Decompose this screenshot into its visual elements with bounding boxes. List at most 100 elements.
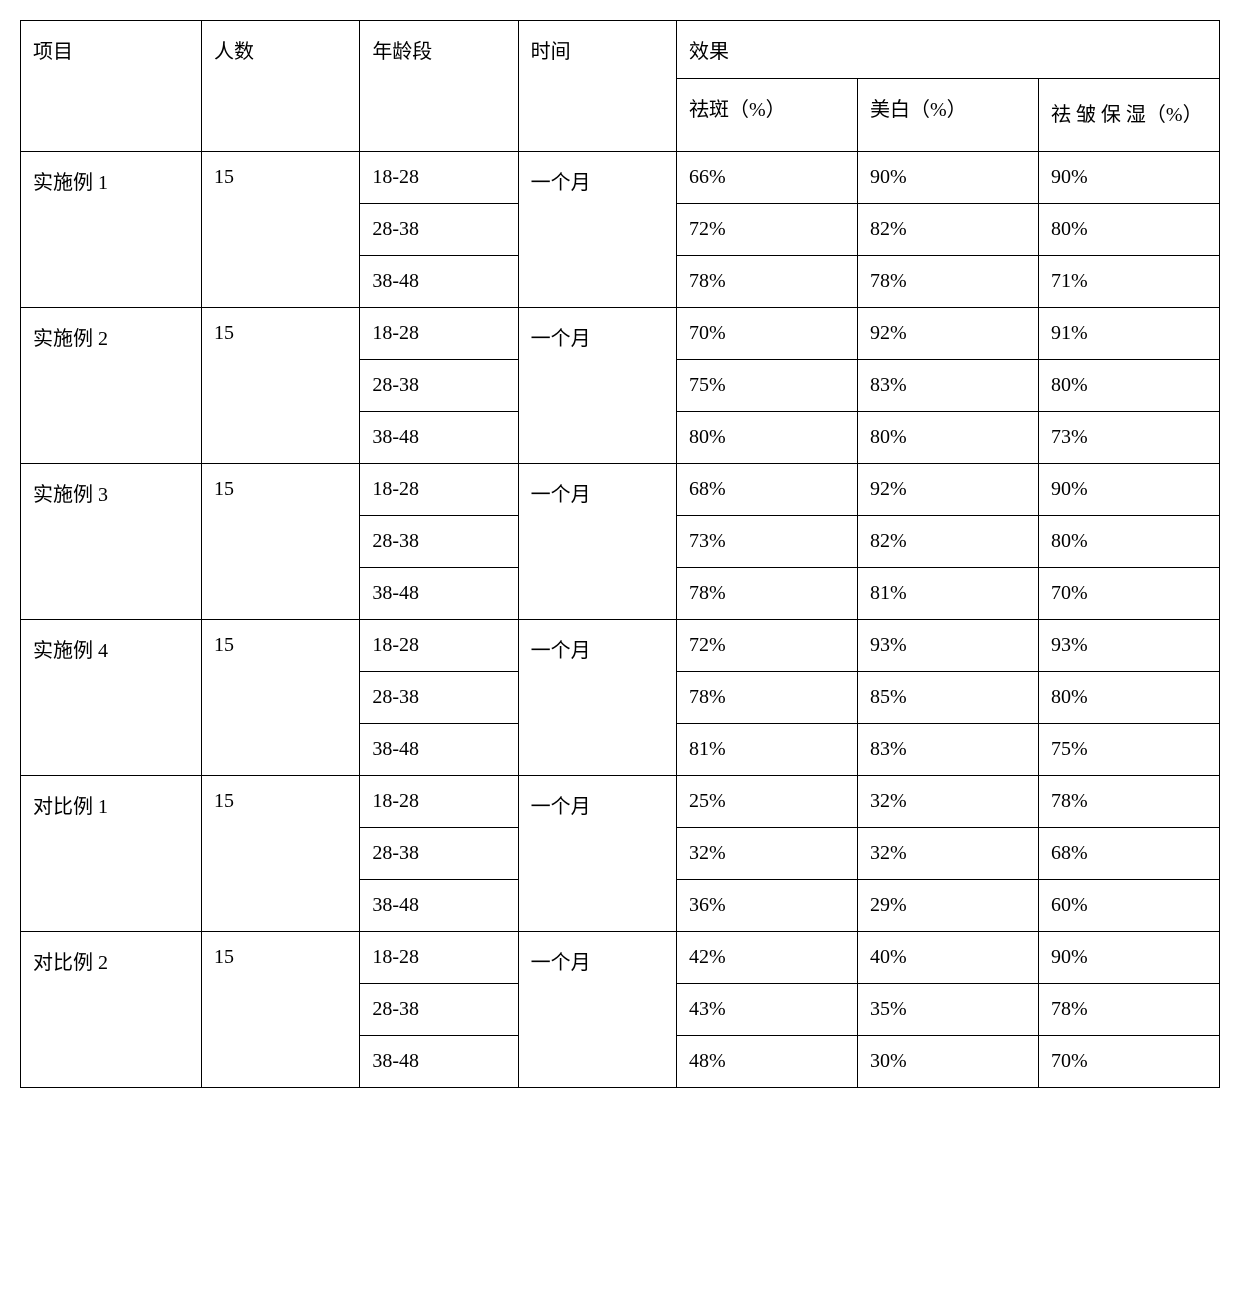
cell-meibai: 30% (857, 1036, 1038, 1088)
cell-project: 实施例 4 (21, 620, 202, 776)
cell-age: 28-38 (360, 204, 518, 256)
header-project: 项目 (21, 21, 202, 152)
cell-age: 38-48 (360, 412, 518, 464)
cell-meibai: 32% (857, 828, 1038, 880)
cell-quzhoubaoshi: 93% (1038, 620, 1219, 672)
cell-quban: 72% (677, 204, 858, 256)
cell-meibai: 78% (857, 256, 1038, 308)
cell-quzhoubaoshi: 91% (1038, 308, 1219, 360)
cell-meibai: 40% (857, 932, 1038, 984)
cell-meibai: 92% (857, 464, 1038, 516)
cell-quban: 78% (677, 672, 858, 724)
cell-meibai: 90% (857, 152, 1038, 204)
cell-time: 一个月 (518, 464, 676, 620)
cell-quzhoubaoshi: 80% (1038, 672, 1219, 724)
cell-project: 对比例 2 (21, 932, 202, 1088)
header-age: 年龄段 (360, 21, 518, 152)
cell-age: 38-48 (360, 724, 518, 776)
cell-time: 一个月 (518, 932, 676, 1088)
cell-quzhoubaoshi: 78% (1038, 984, 1219, 1036)
cell-quban: 32% (677, 828, 858, 880)
table-row: 对比例 21518-28一个月42%40%90% (21, 932, 1220, 984)
cell-quzhoubaoshi: 73% (1038, 412, 1219, 464)
table-row: 对比例 11518-28一个月25%32%78% (21, 776, 1220, 828)
cell-age: 38-48 (360, 880, 518, 932)
header-time: 时间 (518, 21, 676, 152)
table-row: 实施例 21518-28一个月70%92%91% (21, 308, 1220, 360)
cell-age: 28-38 (360, 516, 518, 568)
cell-quban: 25% (677, 776, 858, 828)
cell-quban: 66% (677, 152, 858, 204)
cell-quzhoubaoshi: 68% (1038, 828, 1219, 880)
cell-meibai: 83% (857, 724, 1038, 776)
cell-quzhoubaoshi: 80% (1038, 204, 1219, 256)
cell-age: 18-28 (360, 620, 518, 672)
header-row-1: 项目 人数 年龄段 时间 效果 (21, 21, 1220, 79)
cell-quban: 80% (677, 412, 858, 464)
header-quzhoubaoshi: 祛 皱 保 湿（%） (1038, 79, 1219, 152)
cell-quzhoubaoshi: 78% (1038, 776, 1219, 828)
cell-quzhoubaoshi: 80% (1038, 360, 1219, 412)
cell-time: 一个月 (518, 308, 676, 464)
cell-project: 实施例 3 (21, 464, 202, 620)
cell-quban: 42% (677, 932, 858, 984)
header-meibai: 美白（%） (857, 79, 1038, 152)
cell-age: 18-28 (360, 152, 518, 204)
header-count: 人数 (201, 21, 359, 152)
cell-age: 18-28 (360, 308, 518, 360)
cell-age: 18-28 (360, 776, 518, 828)
cell-age: 28-38 (360, 672, 518, 724)
cell-quban: 78% (677, 568, 858, 620)
cell-meibai: 82% (857, 204, 1038, 256)
cell-meibai: 83% (857, 360, 1038, 412)
cell-quzhoubaoshi: 75% (1038, 724, 1219, 776)
cell-meibai: 85% (857, 672, 1038, 724)
header-effect: 效果 (677, 21, 1220, 79)
cell-quzhoubaoshi: 60% (1038, 880, 1219, 932)
cell-age: 18-28 (360, 464, 518, 516)
cell-quban: 73% (677, 516, 858, 568)
cell-meibai: 92% (857, 308, 1038, 360)
cell-count: 15 (201, 464, 359, 620)
cell-quban: 70% (677, 308, 858, 360)
cell-quban: 68% (677, 464, 858, 516)
cell-quban: 72% (677, 620, 858, 672)
cell-meibai: 80% (857, 412, 1038, 464)
table-row: 实施例 41518-28一个月72%93%93% (21, 620, 1220, 672)
cell-meibai: 81% (857, 568, 1038, 620)
table-row: 实施例 31518-28一个月68%92%90% (21, 464, 1220, 516)
cell-project: 对比例 1 (21, 776, 202, 932)
results-table: 项目 人数 年龄段 时间 效果 祛斑（%） 美白（%） 祛 皱 保 湿（%） 实… (20, 20, 1220, 1088)
cell-quban: 81% (677, 724, 858, 776)
cell-count: 15 (201, 152, 359, 308)
header-quban: 祛斑（%） (677, 79, 858, 152)
cell-quzhoubaoshi: 90% (1038, 464, 1219, 516)
cell-quban: 36% (677, 880, 858, 932)
cell-time: 一个月 (518, 152, 676, 308)
cell-age: 28-38 (360, 828, 518, 880)
cell-project: 实施例 2 (21, 308, 202, 464)
cell-count: 15 (201, 308, 359, 464)
cell-age: 18-28 (360, 932, 518, 984)
cell-quzhoubaoshi: 70% (1038, 1036, 1219, 1088)
cell-quzhoubaoshi: 70% (1038, 568, 1219, 620)
cell-time: 一个月 (518, 776, 676, 932)
cell-age: 28-38 (360, 360, 518, 412)
cell-quzhoubaoshi: 90% (1038, 932, 1219, 984)
cell-age: 38-48 (360, 568, 518, 620)
cell-project: 实施例 1 (21, 152, 202, 308)
cell-quzhoubaoshi: 80% (1038, 516, 1219, 568)
cell-quzhoubaoshi: 71% (1038, 256, 1219, 308)
cell-quban: 75% (677, 360, 858, 412)
table-row: 实施例 11518-28一个月66%90%90% (21, 152, 1220, 204)
cell-age: 28-38 (360, 984, 518, 1036)
cell-quzhoubaoshi: 90% (1038, 152, 1219, 204)
cell-meibai: 29% (857, 880, 1038, 932)
cell-count: 15 (201, 776, 359, 932)
cell-age: 38-48 (360, 256, 518, 308)
cell-meibai: 82% (857, 516, 1038, 568)
cell-count: 15 (201, 932, 359, 1088)
cell-meibai: 35% (857, 984, 1038, 1036)
cell-time: 一个月 (518, 620, 676, 776)
cell-quban: 43% (677, 984, 858, 1036)
